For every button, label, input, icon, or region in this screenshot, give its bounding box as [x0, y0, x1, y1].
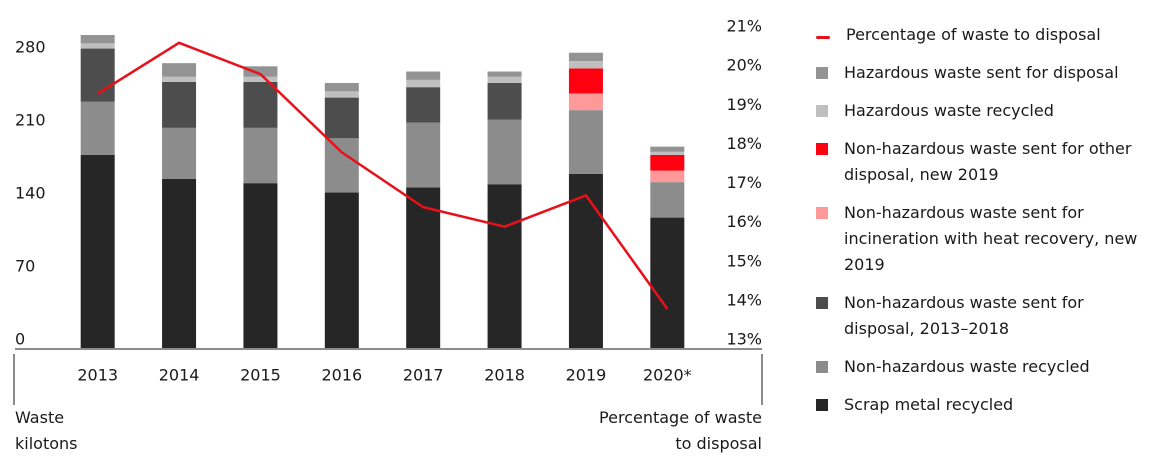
- bar-segment: [650, 146, 685, 152]
- bar-segment: [243, 76, 278, 82]
- x-tick-label: 2020*: [643, 366, 692, 385]
- legend-swatch: [816, 297, 828, 309]
- bar-segment: [650, 154, 685, 171]
- bar-segment: [80, 35, 115, 44]
- bar-segment: [324, 82, 359, 92]
- legend-swatch: [816, 207, 828, 219]
- y2-tick-label: 13%: [726, 330, 762, 349]
- bar-segment: [568, 52, 603, 62]
- chart: 0 70 140 210 280 13% 14% 15% 16% 17% 18% 19% 20% 21% 2…: [13, 17, 763, 405]
- legend-swatch: [816, 143, 828, 155]
- bar-segment: [406, 79, 441, 88]
- legend-label: Non-hazardous waste recycled: [844, 357, 1090, 376]
- bar-segment: [487, 82, 522, 120]
- y-tick-label: 140: [15, 183, 46, 202]
- y2-tick-label: 15%: [726, 251, 762, 270]
- bar-segment: [568, 61, 603, 69]
- bar-segment: [650, 217, 685, 348]
- line-series: [97, 41, 669, 310]
- bar-segment: [487, 71, 522, 77]
- bar-segment: [406, 122, 441, 188]
- bar-segment: [568, 93, 603, 111]
- bar-segment: [406, 187, 441, 348]
- bar-segment: [162, 76, 197, 82]
- bar-segment: [568, 68, 603, 94]
- legend-swatch: [816, 399, 828, 411]
- y2-tick-label: 21%: [726, 17, 762, 36]
- legend-item: Non-hazardous waste sent for other dispo…: [812, 136, 1152, 188]
- y-tick-label: 0: [15, 330, 25, 349]
- y2-tick-label: 16%: [726, 212, 762, 231]
- legend-label: Non-hazardous waste sent for other dispo…: [844, 139, 1132, 184]
- bar-segment: [324, 91, 359, 98]
- legend-label: Non-hazardous waste sent for disposal, 2…: [844, 293, 1084, 338]
- bar-segment: [324, 192, 359, 348]
- legend-label: Hazardous waste sent for disposal: [844, 63, 1119, 82]
- legend-item: Non-hazardous waste recycled: [812, 354, 1152, 380]
- bar-segment: [406, 71, 441, 80]
- legend-item: Scrap metal recycled: [812, 392, 1152, 418]
- bar-segment: [406, 87, 441, 123]
- bar-segment: [568, 110, 603, 174]
- y-axis-label: Waste kilotons: [15, 408, 78, 453]
- bar-segment: [80, 43, 115, 49]
- y2-tick-label: 17%: [726, 173, 762, 192]
- legend: Percentage of waste to disposal Hazardous…: [812, 22, 1152, 418]
- bar-segment: [243, 127, 278, 184]
- bar-segment: [80, 48, 115, 102]
- legend-swatch: [816, 105, 828, 117]
- bar-segment: [487, 76, 522, 83]
- bar-segment: [162, 63, 197, 77]
- bar-segment: [162, 81, 197, 128]
- legend-item: Percentage of waste to disposal: [812, 22, 1152, 48]
- bar-segment: [80, 154, 115, 348]
- bar-segment: [650, 151, 685, 155]
- x-tick-label: 2017: [403, 366, 444, 385]
- legend-label: Percentage of waste to disposal: [846, 25, 1101, 44]
- x-tick-label: 2013: [77, 366, 118, 385]
- bar-segment: [487, 119, 522, 185]
- bar-segment: [80, 101, 115, 155]
- legend-label: Non-hazardous waste sent for incineratio…: [844, 203, 1138, 274]
- legend-item: Non-hazardous waste sent for disposal, 2…: [812, 290, 1152, 342]
- y2-tick-label: 20%: [726, 56, 762, 75]
- y-tick-label: 280: [15, 37, 46, 56]
- x-tick-label: 2016: [321, 366, 362, 385]
- legend-item: Non-hazardous waste sent for incineratio…: [812, 200, 1152, 278]
- legend-label: Hazardous waste recycled: [844, 101, 1054, 120]
- y2-axis-label: Percentage of waste to disposal: [599, 408, 762, 453]
- bar-segment: [324, 138, 359, 193]
- y2-tick-label: 18%: [726, 134, 762, 153]
- y-tick-label: 210: [15, 110, 46, 129]
- bar-segment: [162, 127, 197, 179]
- bar-segment: [650, 170, 685, 183]
- y2-tick-label: 19%: [726, 95, 762, 114]
- y-tick-label: 70: [15, 256, 35, 275]
- legend-swatch: [816, 67, 828, 79]
- legend-item: Hazardous waste recycled: [812, 98, 1152, 124]
- x-tick-label: 2014: [159, 366, 200, 385]
- x-tick-label: 2019: [566, 366, 607, 385]
- legend-swatch: [816, 361, 828, 373]
- bar-segment: [324, 97, 359, 139]
- legend-item: Hazardous waste sent for disposal: [812, 60, 1152, 86]
- bar-segment: [568, 173, 603, 348]
- legend-swatch: [816, 36, 830, 39]
- y2-tick-label: 14%: [726, 290, 762, 309]
- bar-segment: [243, 66, 278, 77]
- bar-segment: [243, 183, 278, 348]
- bar-segment: [243, 81, 278, 128]
- legend-label: Scrap metal recycled: [844, 395, 1014, 414]
- bar-segment: [162, 178, 197, 348]
- x-tick-label: 2018: [484, 366, 525, 385]
- bar-segment: [650, 182, 685, 218]
- bar-segment: [487, 184, 522, 348]
- x-tick-label: 2015: [240, 366, 281, 385]
